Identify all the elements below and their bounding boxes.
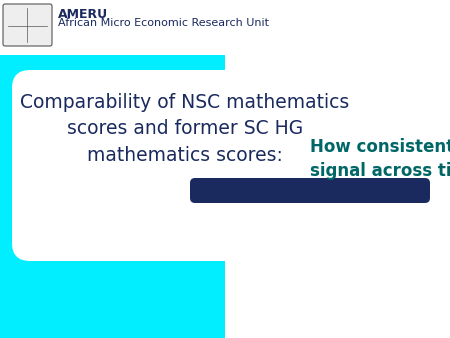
FancyBboxPatch shape	[3, 4, 52, 46]
Bar	[0, 0, 450, 55]
Text: How consistent is the
signal across time?: How consistent is the signal across time…	[310, 138, 450, 179]
Bar	[0, 0, 450, 55]
FancyBboxPatch shape	[190, 178, 430, 203]
Text: Comparability of NSC mathematics
scores and former SC HG
mathematics scores:: Comparability of NSC mathematics scores …	[20, 93, 350, 165]
FancyBboxPatch shape	[12, 70, 358, 261]
Text: AMERU: AMERU	[58, 8, 108, 21]
Text: African Micro Economic Research Unit: African Micro Economic Research Unit	[58, 18, 269, 28]
Bar	[0, 0, 225, 338]
